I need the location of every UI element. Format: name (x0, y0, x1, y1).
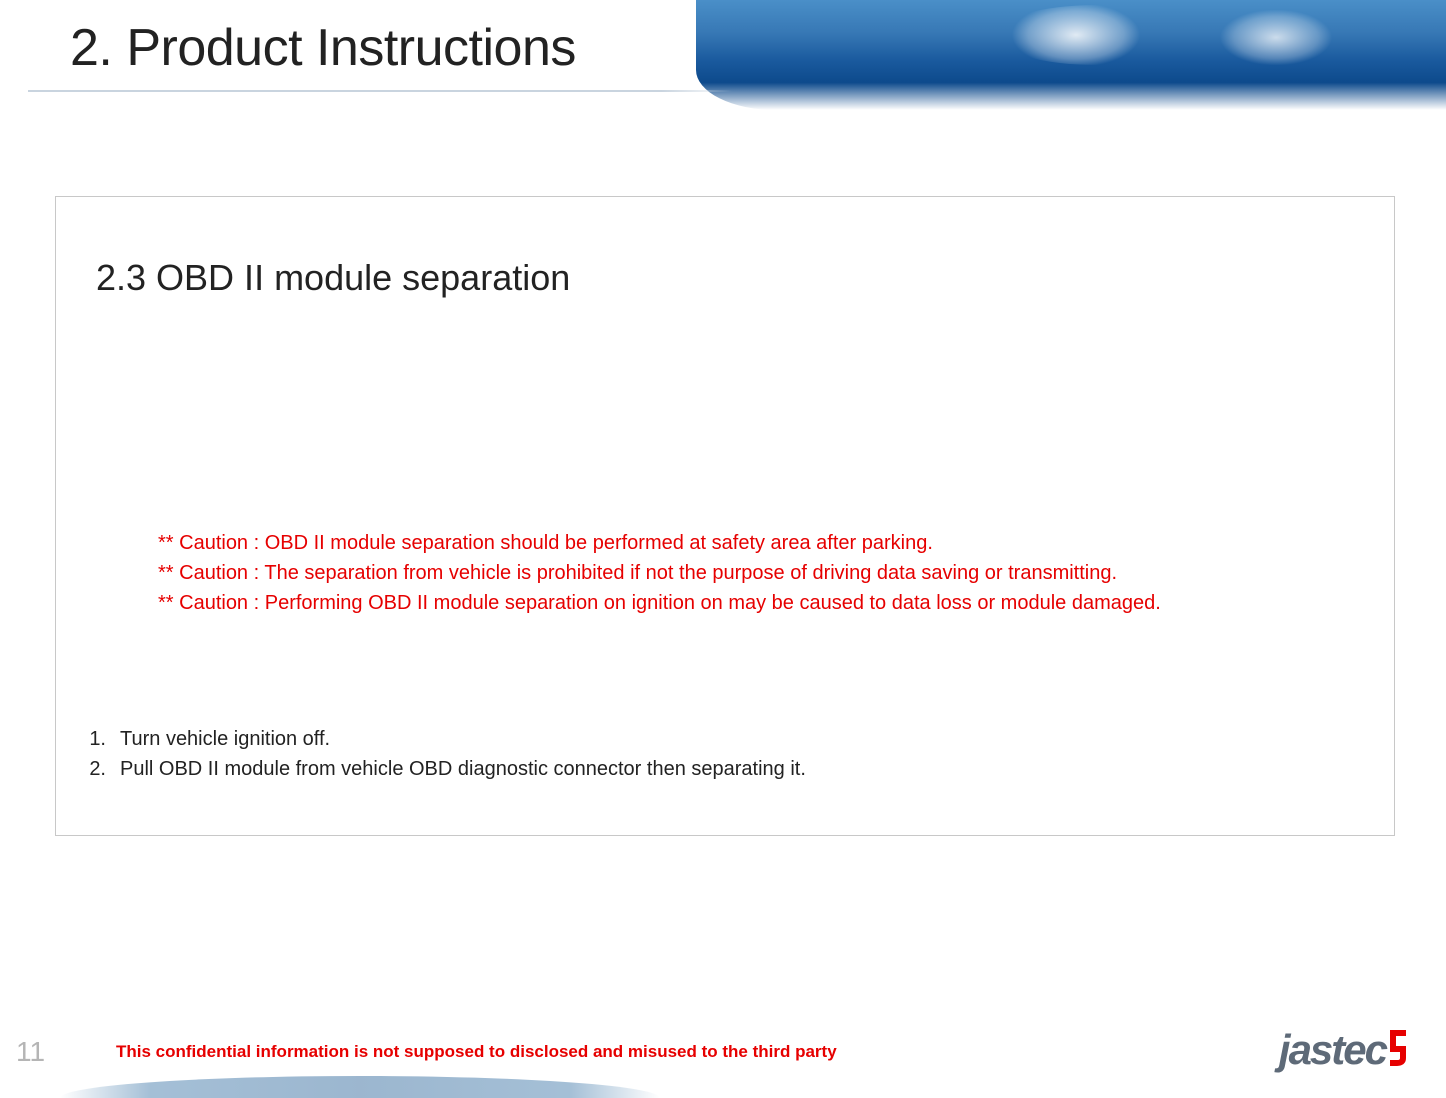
page-title: 2. Product Instructions (70, 18, 576, 78)
header-banner: 2. Product Instructions (0, 0, 1446, 110)
steps-block: 1. Turn vehicle ignition off. 2. Pull OB… (86, 725, 806, 785)
caution-line: ** Caution : OBD II module separation sh… (158, 529, 1354, 557)
jastec-logo: jastec (1222, 1026, 1422, 1074)
content-box: 2.3 OBD II module separation ** Caution … (55, 196, 1395, 836)
title-underline (28, 90, 1436, 92)
page-number: 11 (16, 1036, 45, 1068)
section-title: 2.3 OBD II module separation (96, 257, 1354, 299)
cloud-background (696, 0, 1446, 110)
step-text: Pull OBD II module from vehicle OBD diag… (120, 755, 806, 783)
caution-block: ** Caution : OBD II module separation sh… (158, 529, 1354, 617)
step-item: 1. Turn vehicle ignition off. (86, 725, 806, 753)
logo-mark-icon (1386, 1026, 1422, 1068)
caution-line: ** Caution : Performing OBD II module se… (158, 589, 1354, 617)
step-number: 1. (86, 725, 120, 753)
confidential-notice: This confidential information is not sup… (116, 1042, 837, 1062)
caution-line: ** Caution : The separation from vehicle… (158, 559, 1354, 587)
logo-text: jastec (1279, 1026, 1386, 1074)
step-text: Turn vehicle ignition off. (120, 725, 330, 753)
step-number: 2. (86, 755, 120, 783)
step-item: 2. Pull OBD II module from vehicle OBD d… (86, 755, 806, 783)
footer: 11 This confidential information is not … (0, 1023, 1446, 1098)
footer-gradient (60, 1076, 660, 1098)
